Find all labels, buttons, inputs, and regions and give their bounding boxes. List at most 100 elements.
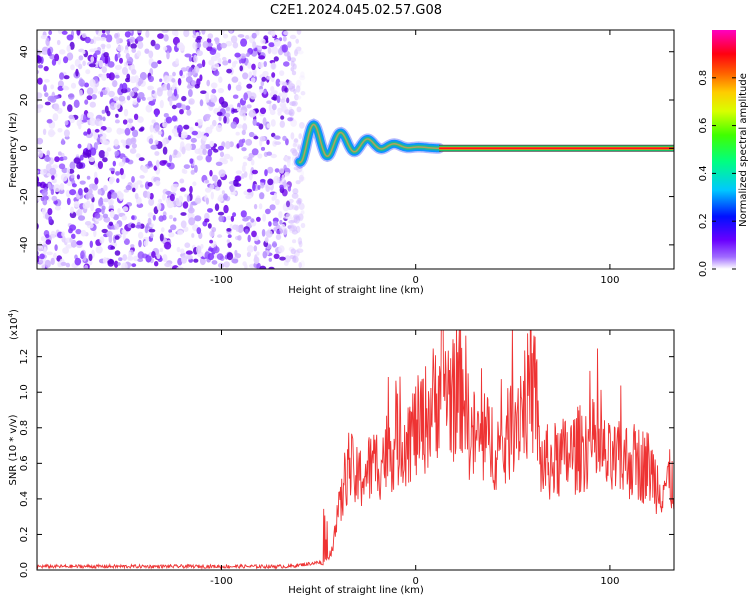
noise-speck [207, 223, 212, 229]
noise-speck [185, 105, 191, 111]
noise-speck [175, 197, 180, 205]
noise-speck [101, 228, 108, 234]
noise-speck [162, 254, 168, 263]
noise-speck [124, 31, 131, 38]
noise-speck [207, 208, 213, 213]
noise-speck [159, 247, 164, 253]
noise-speck [300, 210, 305, 215]
noise-speck [94, 50, 101, 55]
noise-speck [131, 176, 135, 183]
noise-speck [252, 41, 257, 49]
noise-speck [260, 146, 266, 151]
noise-speck [102, 213, 109, 219]
noise-speck [287, 41, 292, 48]
noise-speck [37, 229, 38, 231]
noise-speck [115, 171, 121, 176]
noise-speck [53, 252, 57, 260]
noise-speck [122, 254, 128, 261]
noise-speck [143, 240, 149, 247]
noise-speck [247, 62, 252, 69]
noise-speck [133, 113, 139, 121]
noise-speck [124, 158, 130, 163]
noise-speck [186, 84, 192, 89]
noise-speck [295, 200, 301, 204]
noise-speck [298, 240, 303, 248]
noise-speck [105, 126, 113, 133]
noise-speck [244, 263, 248, 269]
noise-speck [57, 80, 64, 88]
noise-speck [101, 30, 106, 34]
noise-speck [251, 169, 258, 175]
noise-speck [291, 70, 297, 76]
noise-speck [251, 63, 256, 70]
noise-speck [169, 193, 175, 202]
noise-speck [186, 254, 194, 260]
noise-speck [152, 214, 156, 221]
noise-speck [148, 50, 154, 59]
noise-speck [245, 138, 253, 146]
noise-speck [283, 30, 289, 36]
noise-speck [109, 176, 115, 183]
noise-speck [37, 108, 42, 113]
noise-speck [232, 212, 237, 218]
noise-speck [236, 106, 240, 112]
noise-speck [85, 148, 92, 157]
noise-speck [122, 233, 126, 241]
noise-speck [161, 30, 169, 33]
noise-speck [273, 175, 280, 184]
noise-speck [43, 168, 47, 174]
noise-speck [81, 50, 86, 55]
noise-speck [51, 175, 55, 180]
noise-speck [128, 118, 134, 124]
noise-speck [234, 52, 241, 58]
noise-speck [114, 74, 120, 79]
y-tick-label: 0.2 [19, 526, 30, 542]
noise-speck [272, 220, 279, 227]
noise-speck [189, 203, 193, 212]
noise-speck [173, 183, 179, 188]
noise-speck [137, 251, 145, 260]
y-tick-label: 20 [19, 94, 30, 107]
noise-speck [155, 180, 161, 186]
noise-speck [41, 207, 47, 215]
noise-speck [188, 89, 193, 97]
noise-speck [179, 70, 183, 77]
noise-speck [275, 78, 281, 87]
noise-speck [44, 156, 51, 162]
x-tick-label: -100 [210, 275, 233, 286]
noise-speck [86, 87, 94, 95]
noise-speck [288, 108, 295, 117]
noise-speck [262, 251, 268, 259]
noise-speck [243, 171, 248, 178]
noise-speck [150, 233, 154, 239]
noise-speck [129, 148, 137, 154]
noise-speck [259, 88, 264, 94]
noise-speck [150, 39, 156, 47]
noise-speck [293, 138, 299, 143]
noise-speck [151, 251, 156, 258]
noise-speck [138, 231, 144, 239]
noise-speck [45, 239, 52, 245]
noise-speck [229, 30, 233, 33]
noise-speck [300, 71, 305, 78]
noise-speck [300, 260, 305, 268]
noise-speck [148, 138, 154, 145]
noise-speck [130, 244, 135, 248]
noise-speck [207, 148, 213, 157]
noise-speck [37, 222, 39, 230]
noise-speck [281, 91, 288, 99]
noise-speck [279, 256, 286, 261]
noise-speck [247, 234, 251, 243]
noise-speck [218, 215, 225, 222]
noise-speck [267, 178, 274, 186]
y-tick-label: 0.8 [19, 420, 30, 436]
noise-speck [269, 109, 276, 116]
noise-speck [106, 43, 111, 49]
noise-speck [37, 190, 38, 192]
noise-speck [121, 215, 128, 221]
noise-speck [211, 227, 217, 233]
noise-speck [32, 183, 36, 188]
noise-speck [240, 210, 247, 218]
noise-speck [246, 245, 254, 253]
noise-speck [137, 116, 144, 123]
